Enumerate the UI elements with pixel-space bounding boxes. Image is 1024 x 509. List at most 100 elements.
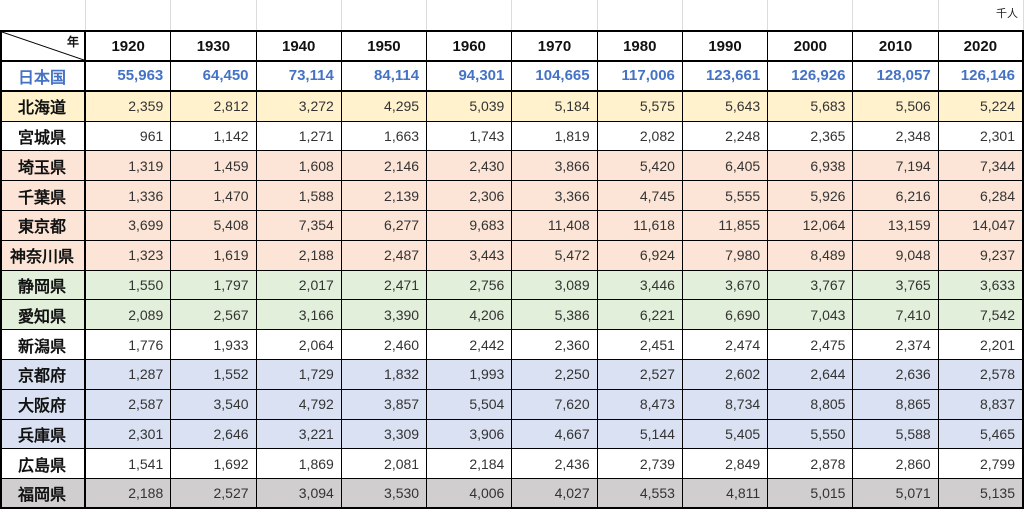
data-cell: 2,188 bbox=[256, 240, 342, 271]
data-cell: 1,933 bbox=[171, 330, 257, 360]
data-cell: 5,420 bbox=[597, 151, 683, 182]
row-label: 大阪府 bbox=[0, 389, 86, 420]
data-cell: 2,849 bbox=[682, 449, 769, 480]
data-cell: 6,216 bbox=[853, 181, 939, 211]
data-cell: 11,618 bbox=[597, 210, 683, 241]
data-cell: 1,819 bbox=[512, 121, 598, 152]
data-cell: 5,550 bbox=[768, 419, 854, 450]
data-cell: 2,201 bbox=[938, 330, 1024, 360]
data-cell: 11,855 bbox=[682, 210, 769, 241]
row-label: 京都府 bbox=[0, 359, 86, 390]
data-cell: 5,015 bbox=[768, 479, 854, 509]
data-cell: 6,405 bbox=[682, 151, 769, 182]
data-cell: 7,410 bbox=[853, 300, 939, 331]
empty-sheet-cell bbox=[598, 0, 683, 30]
data-cell: 3,530 bbox=[341, 479, 428, 509]
column-header-1970: 1970 bbox=[512, 30, 598, 62]
data-cell: 2,081 bbox=[341, 449, 428, 480]
data-cell: 84,114 bbox=[341, 62, 428, 92]
data-cell: 6,221 bbox=[597, 300, 683, 331]
data-cell: 123,661 bbox=[682, 62, 769, 92]
data-cell: 2,602 bbox=[682, 359, 769, 390]
data-cell: 4,667 bbox=[512, 419, 598, 450]
data-cell: 5,039 bbox=[427, 91, 513, 122]
data-cell: 1,692 bbox=[171, 449, 257, 480]
column-header-1940: 1940 bbox=[256, 30, 342, 62]
data-cell: 3,094 bbox=[256, 479, 342, 509]
data-cell: 2,306 bbox=[427, 181, 513, 211]
row-label: 広島県 bbox=[0, 449, 86, 480]
data-cell: 1,776 bbox=[86, 330, 172, 360]
data-cell: 8,489 bbox=[768, 240, 854, 271]
data-cell: 7,542 bbox=[938, 300, 1024, 331]
data-cell: 8,473 bbox=[597, 389, 683, 420]
data-cell: 2,739 bbox=[597, 449, 683, 480]
column-header-1950: 1950 bbox=[341, 30, 428, 62]
data-cell: 3,366 bbox=[512, 181, 598, 211]
data-cell: 3,633 bbox=[938, 270, 1024, 301]
data-cell: 7,043 bbox=[768, 300, 854, 331]
data-cell: 1,459 bbox=[171, 151, 257, 182]
empty-sheet-cell bbox=[257, 0, 342, 30]
data-cell: 126,146 bbox=[938, 62, 1024, 92]
data-cell: 2,475 bbox=[768, 330, 854, 360]
data-cell: 6,924 bbox=[597, 240, 683, 271]
data-cell: 5,071 bbox=[853, 479, 939, 509]
data-cell: 3,390 bbox=[341, 300, 428, 331]
data-cell: 1,729 bbox=[256, 359, 342, 390]
data-cell: 2,878 bbox=[768, 449, 854, 480]
data-cell: 1,287 bbox=[86, 359, 172, 390]
data-cell: 2,471 bbox=[341, 270, 428, 301]
data-cell: 1,797 bbox=[171, 270, 257, 301]
data-cell: 5,135 bbox=[938, 479, 1024, 509]
column-header-1960: 1960 bbox=[427, 30, 513, 62]
data-cell: 5,926 bbox=[768, 181, 854, 211]
data-cell: 1,832 bbox=[341, 359, 428, 390]
data-cell: 13,159 bbox=[853, 210, 939, 241]
data-cell: 2,360 bbox=[512, 330, 598, 360]
column-header-1980: 1980 bbox=[597, 30, 683, 62]
data-cell: 2,374 bbox=[853, 330, 939, 360]
data-cell: 1,552 bbox=[171, 359, 257, 390]
data-cell: 2,430 bbox=[427, 151, 513, 182]
data-cell: 7,194 bbox=[853, 151, 939, 182]
data-cell: 2,082 bbox=[597, 121, 683, 152]
data-cell: 2,301 bbox=[938, 121, 1024, 152]
data-cell: 2,578 bbox=[938, 359, 1024, 390]
data-cell: 2,301 bbox=[86, 419, 172, 450]
data-cell: 2,359 bbox=[86, 91, 172, 122]
data-cell: 2,487 bbox=[341, 240, 428, 271]
data-cell: 4,027 bbox=[512, 479, 598, 509]
data-cell: 3,765 bbox=[853, 270, 939, 301]
unit-label: 千人 bbox=[939, 0, 1024, 30]
data-cell: 9,048 bbox=[853, 240, 939, 271]
data-cell: 2,436 bbox=[512, 449, 598, 480]
data-cell: 1,993 bbox=[427, 359, 513, 390]
data-cell: 2,089 bbox=[86, 300, 172, 331]
row-label: 愛知県 bbox=[0, 300, 86, 331]
data-cell: 5,144 bbox=[597, 419, 683, 450]
row-label: 東京都 bbox=[0, 210, 86, 241]
data-cell: 104,665 bbox=[512, 62, 598, 92]
data-cell: 3,857 bbox=[341, 389, 428, 420]
data-cell: 1,550 bbox=[86, 270, 172, 301]
row-label: 静岡県 bbox=[0, 270, 86, 301]
data-cell: 1,619 bbox=[171, 240, 257, 271]
data-cell: 5,184 bbox=[512, 91, 598, 122]
row-label: 神奈川県 bbox=[0, 240, 86, 271]
data-cell: 1,470 bbox=[171, 181, 257, 211]
data-cell: 1,588 bbox=[256, 181, 342, 211]
data-cell: 3,443 bbox=[427, 240, 513, 271]
data-cell: 5,643 bbox=[682, 91, 769, 122]
data-cell: 8,837 bbox=[938, 389, 1024, 420]
data-cell: 6,277 bbox=[341, 210, 428, 241]
data-cell: 64,450 bbox=[171, 62, 257, 92]
data-cell: 5,472 bbox=[512, 240, 598, 271]
data-cell: 5,506 bbox=[853, 91, 939, 122]
data-cell: 5,465 bbox=[938, 419, 1024, 450]
data-cell: 4,295 bbox=[341, 91, 428, 122]
data-cell: 2,474 bbox=[682, 330, 769, 360]
data-cell: 961 bbox=[86, 121, 172, 152]
empty-sheet-cell bbox=[683, 0, 769, 30]
